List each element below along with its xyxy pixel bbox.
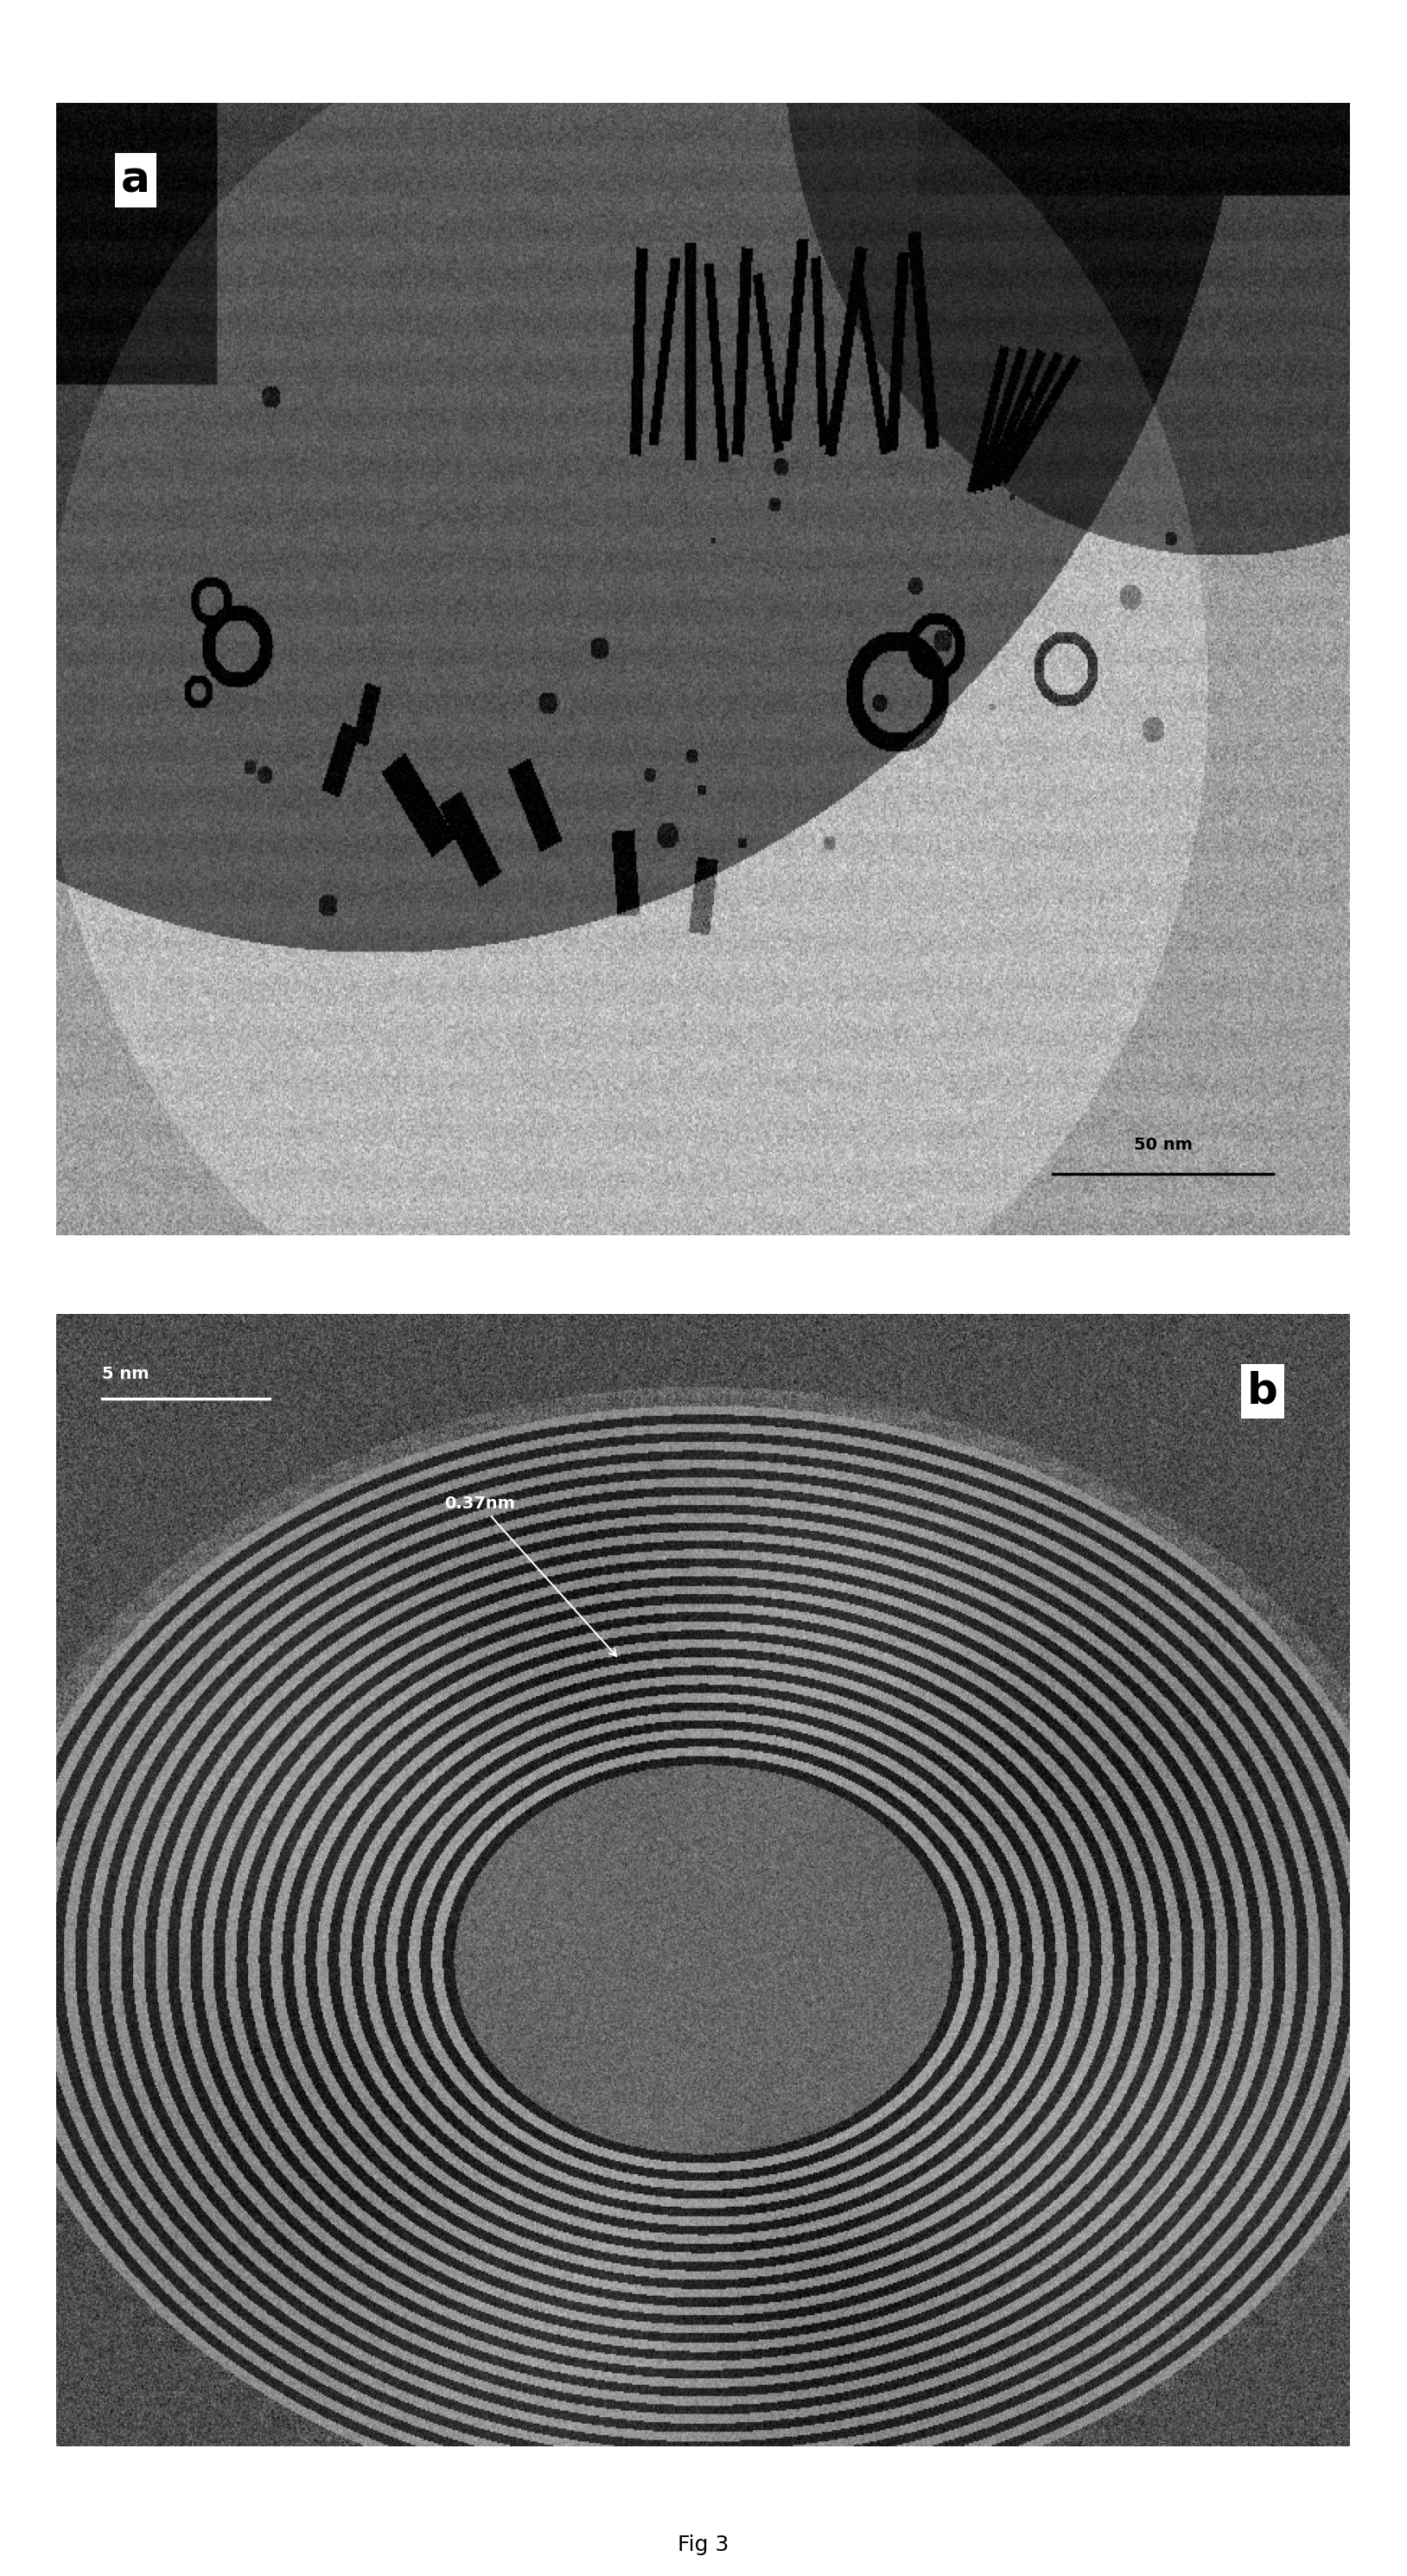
Text: 50 nm: 50 nm bbox=[1134, 1136, 1192, 1154]
Text: Fig 3: Fig 3 bbox=[678, 2535, 729, 2555]
Text: a: a bbox=[121, 160, 151, 201]
Text: 5 nm: 5 nm bbox=[101, 1365, 149, 1383]
Text: 0.37nm: 0.37nm bbox=[445, 1497, 616, 1656]
Text: b: b bbox=[1247, 1370, 1278, 1412]
